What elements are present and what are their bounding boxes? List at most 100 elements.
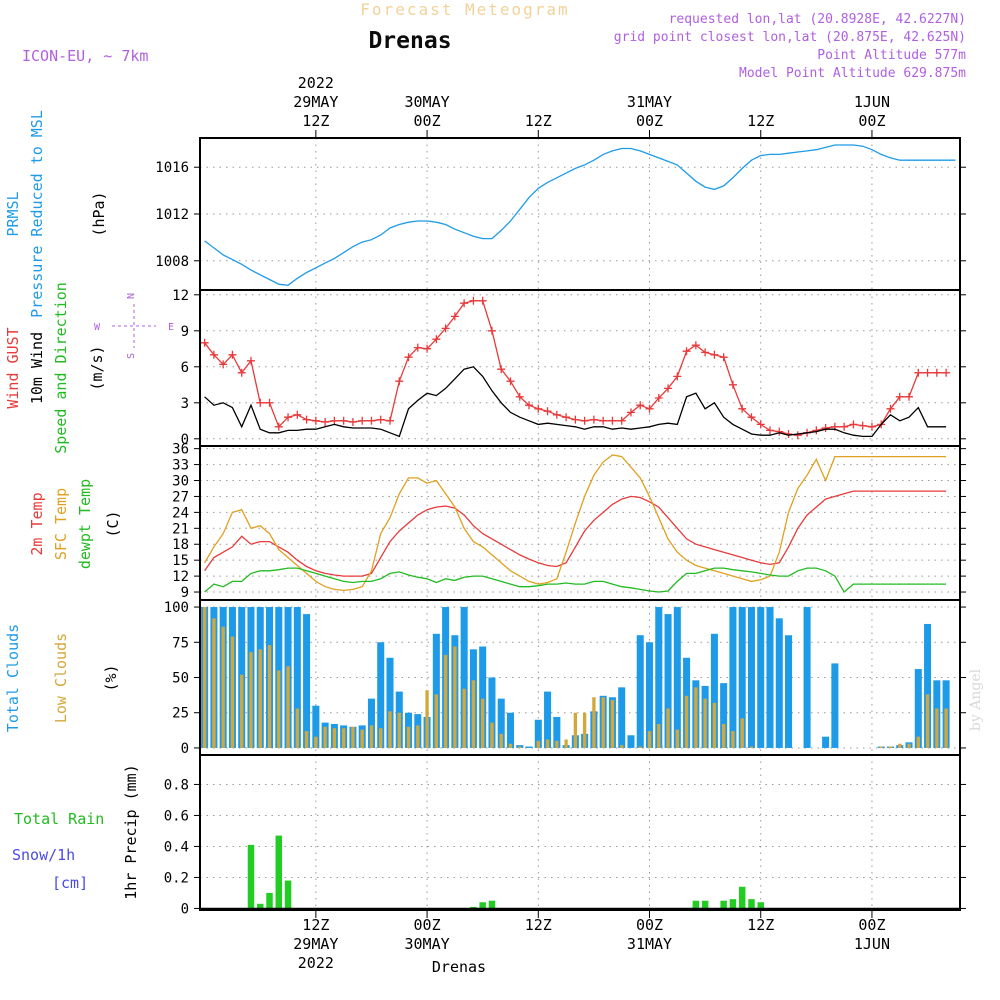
data-point-gust (738, 404, 747, 413)
time-label-bottom: 12Z (747, 916, 774, 934)
compass-e: E (168, 322, 174, 333)
time-label-top: 31MAY (627, 93, 672, 111)
bar-low-clouds (555, 740, 559, 748)
data-point-gust (330, 416, 339, 425)
y-tick-label: 0 (181, 432, 189, 448)
y-tick-label: 21 (172, 521, 189, 537)
bar-rain (275, 835, 283, 909)
y-tick-label: 0 (181, 741, 189, 757)
data-point-gust (793, 431, 802, 440)
label-low-clouds: Low Clouds (52, 633, 70, 723)
time-label-top: 12Z (302, 112, 329, 130)
bar-low-clouds (202, 607, 207, 748)
bar-low-clouds (536, 740, 540, 748)
bar-low-clouds (369, 725, 374, 748)
series-line-tsfc (204, 454, 947, 592)
bar-low-clouds (258, 649, 262, 748)
y-tick-label: 1016 (155, 160, 189, 176)
bar-total-clouds (293, 607, 301, 748)
data-point-gust (376, 415, 385, 424)
bar-total-clouds (367, 698, 375, 748)
bar-total-clouds (822, 736, 830, 748)
y-tick-label: 0.2 (164, 870, 189, 886)
bar-total-clouds (914, 669, 922, 748)
bar-low-clouds (453, 646, 457, 748)
label-sfc-temp: SFC Temp (52, 488, 70, 560)
data-point-gust (543, 407, 552, 416)
data-point-gust (246, 356, 255, 365)
bar-rain (488, 900, 496, 909)
panel-frame (199, 445, 961, 601)
bar-low-clouds (471, 680, 476, 748)
info-line-1: requested lon,lat (20.8928E, 42.6227N) (669, 12, 966, 27)
compass-w: W (94, 322, 101, 333)
y-tick-label: 9 (181, 324, 189, 340)
bar-low-clouds (323, 726, 327, 748)
bar-total-clouds (655, 607, 663, 748)
bar-low-clouds (295, 708, 299, 748)
data-point-gust (450, 312, 459, 321)
bar-total-clouds (785, 635, 793, 748)
label-wind-gust: Wind GUST (4, 327, 22, 408)
data-point-gust (821, 424, 830, 432)
data-point-gust (617, 416, 626, 425)
data-point-gust (886, 404, 895, 413)
bar-total-clouds (831, 663, 839, 748)
data-point-gust (914, 368, 923, 377)
time-label-bottom: 12Z (525, 916, 552, 934)
bar-total-clouds (803, 607, 811, 748)
data-point-gust (719, 353, 728, 362)
bar-low-clouds (286, 666, 290, 748)
bar-total-clouds (525, 746, 533, 748)
bar-total-clouds (386, 657, 394, 748)
label-total-clouds: Total Clouds (4, 624, 22, 732)
data-point-gust (691, 341, 700, 350)
bar-low-clouds (249, 652, 253, 748)
label-hpa: (hPa) (90, 191, 108, 236)
time-label-bottom: 00Z (414, 916, 441, 934)
bar-low-clouds (508, 743, 513, 748)
bar-low-clouds (499, 733, 503, 748)
y-tick-label: 1012 (155, 207, 189, 223)
bar-total-clouds (664, 614, 672, 748)
y-tick-label: 0.8 (164, 777, 189, 793)
bar-total-clouds (636, 635, 644, 748)
data-point-gust (534, 404, 543, 413)
bar-total-clouds (775, 618, 783, 748)
bar-rain (729, 899, 737, 909)
bar-low-clouds (601, 697, 605, 748)
panel-wind: 0 3 6 9 12 Wind GUST 10m Wind Speed and Directi… (4, 282, 966, 454)
y-tick-label: 3 (181, 396, 189, 412)
y-tick-label: 12 (172, 569, 189, 585)
bar-low-clouds (230, 636, 235, 748)
time-label-top: 00Z (636, 112, 663, 130)
y-tick-label: 30 (172, 474, 189, 490)
time-label-bottom: 30MAY (404, 935, 449, 953)
bar-total-clouds (645, 642, 654, 748)
bar-total-clouds (710, 633, 718, 748)
bar-low-clouds (518, 746, 522, 748)
bar-low-clouds (267, 645, 272, 748)
y-tick-label: 50 (172, 671, 189, 687)
panels: 1008 1012 1016 PRMSL Pressure Reduced to MSL… (4, 110, 966, 917)
bar-total-clouds (479, 646, 487, 748)
y-tick-label: 9 (181, 585, 189, 601)
label-1hr-precip-mm: 1hr Precip (mm) (122, 764, 140, 899)
bar-total-clouds (303, 614, 311, 748)
data-point-gust (441, 324, 450, 333)
bar-low-clouds (879, 746, 883, 748)
y-tick-label: 1008 (155, 254, 189, 270)
bar-low-clouds (610, 700, 615, 748)
y-tick-label: 12 (172, 288, 189, 304)
data-point-gust (599, 416, 608, 425)
bar-rain (692, 900, 700, 909)
bar-low-clouds (425, 690, 429, 748)
data-point-gust (589, 415, 598, 424)
bar-low-clouds (221, 626, 225, 748)
info-line-4: Model Point Altitude 629.875m (739, 66, 966, 81)
data-point-gust (858, 421, 867, 430)
time-label-top: 12Z (525, 112, 552, 130)
panel-precipitation: 0 0.2 0.4 0.6 0.8 Total Rain Snow/1h [cm] 1hr Pr… (12, 754, 966, 917)
data-point-gust (932, 368, 941, 377)
